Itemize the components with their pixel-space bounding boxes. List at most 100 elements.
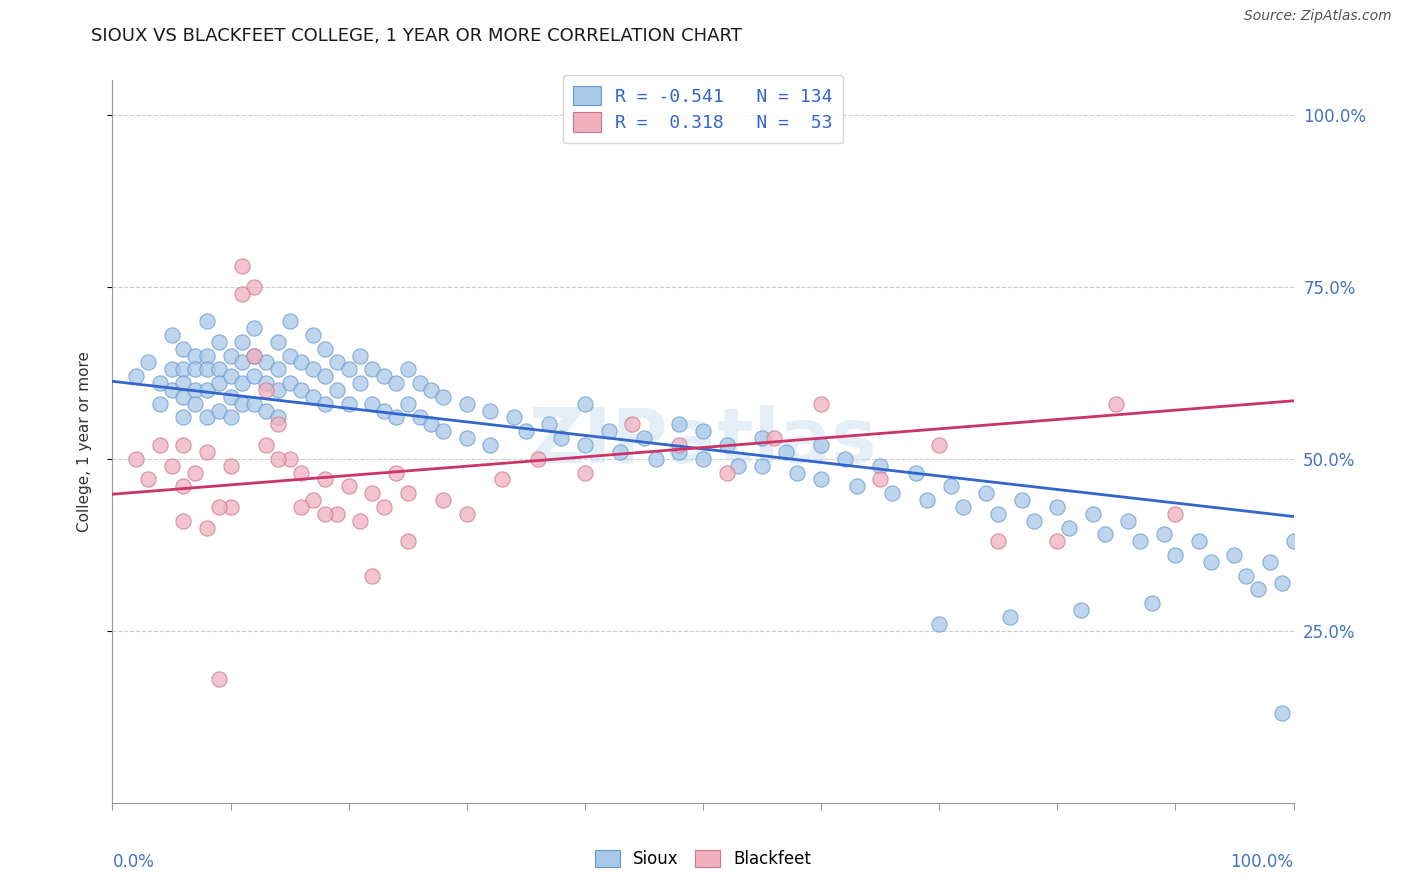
Point xyxy=(254,376,277,390)
Point xyxy=(1105,397,1128,411)
Point xyxy=(361,397,384,411)
Point xyxy=(692,424,714,438)
Point xyxy=(987,507,1010,521)
Point xyxy=(219,369,242,384)
Point xyxy=(125,451,148,466)
Point xyxy=(420,417,443,432)
Point xyxy=(149,397,172,411)
Point xyxy=(231,334,253,349)
Point xyxy=(243,397,266,411)
Point xyxy=(361,568,384,582)
Point xyxy=(609,445,631,459)
Point xyxy=(396,534,419,549)
Point xyxy=(420,383,443,397)
Point xyxy=(267,451,290,466)
Point xyxy=(302,362,325,376)
Point xyxy=(373,369,395,384)
Point xyxy=(432,390,454,404)
Text: 100.0%: 100.0% xyxy=(1230,854,1294,871)
Point xyxy=(160,458,183,473)
Point xyxy=(125,369,148,384)
Point xyxy=(219,349,242,363)
Point xyxy=(396,397,419,411)
Text: 0.0%: 0.0% xyxy=(112,854,155,871)
Point xyxy=(751,431,773,445)
Point xyxy=(195,349,218,363)
Point xyxy=(337,362,360,376)
Point xyxy=(254,383,277,397)
Point xyxy=(172,438,194,452)
Point xyxy=(526,451,548,466)
Point xyxy=(456,507,478,521)
Point xyxy=(290,355,312,369)
Point xyxy=(1282,534,1305,549)
Point xyxy=(349,514,371,528)
Point xyxy=(184,383,207,397)
Point xyxy=(904,466,927,480)
Point xyxy=(254,438,277,452)
Point xyxy=(278,349,301,363)
Text: Source: ZipAtlas.com: Source: ZipAtlas.com xyxy=(1244,9,1392,23)
Point xyxy=(243,369,266,384)
Point xyxy=(243,349,266,363)
Point xyxy=(762,431,785,445)
Point xyxy=(172,362,194,376)
Point xyxy=(172,390,194,404)
Point xyxy=(1153,527,1175,541)
Point xyxy=(219,390,242,404)
Point xyxy=(231,397,253,411)
Point xyxy=(716,466,738,480)
Legend: Sioux, Blackfeet: Sioux, Blackfeet xyxy=(588,843,818,875)
Point xyxy=(172,410,194,425)
Point xyxy=(267,383,290,397)
Point xyxy=(373,500,395,514)
Point xyxy=(1046,534,1069,549)
Point xyxy=(1234,568,1257,582)
Point xyxy=(195,410,218,425)
Point xyxy=(668,445,690,459)
Point xyxy=(349,376,371,390)
Point xyxy=(136,472,159,486)
Point xyxy=(1081,507,1104,521)
Point xyxy=(172,342,194,356)
Point xyxy=(775,445,797,459)
Point xyxy=(136,355,159,369)
Point xyxy=(633,431,655,445)
Point xyxy=(243,321,266,335)
Point xyxy=(1271,575,1294,590)
Point xyxy=(1129,534,1152,549)
Point xyxy=(278,451,301,466)
Point xyxy=(385,410,408,425)
Point xyxy=(278,376,301,390)
Point xyxy=(727,458,749,473)
Point xyxy=(751,458,773,473)
Point xyxy=(396,362,419,376)
Point xyxy=(869,472,891,486)
Point xyxy=(314,507,336,521)
Legend: R = -0.541   N = 134, R =  0.318   N =  53: R = -0.541 N = 134, R = 0.318 N = 53 xyxy=(562,75,844,143)
Point xyxy=(172,514,194,528)
Point xyxy=(550,431,572,445)
Point xyxy=(1271,706,1294,721)
Point xyxy=(668,438,690,452)
Point xyxy=(172,479,194,493)
Point xyxy=(1258,555,1281,569)
Point xyxy=(1046,500,1069,514)
Point xyxy=(1140,596,1163,610)
Point xyxy=(644,451,666,466)
Point xyxy=(574,466,596,480)
Point xyxy=(408,376,430,390)
Point xyxy=(939,479,962,493)
Point xyxy=(208,672,231,686)
Point xyxy=(361,486,384,500)
Point xyxy=(195,520,218,534)
Point xyxy=(267,410,290,425)
Point xyxy=(998,610,1021,624)
Point xyxy=(243,349,266,363)
Point xyxy=(574,438,596,452)
Point xyxy=(385,376,408,390)
Point xyxy=(290,466,312,480)
Point xyxy=(314,397,336,411)
Point xyxy=(349,349,371,363)
Point xyxy=(208,376,231,390)
